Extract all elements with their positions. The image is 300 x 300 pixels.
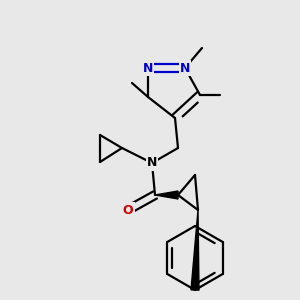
Text: O: O (123, 203, 133, 217)
Polygon shape (155, 191, 178, 199)
Polygon shape (191, 210, 199, 290)
Text: N: N (180, 61, 190, 74)
Text: N: N (147, 157, 157, 169)
Text: N: N (143, 61, 153, 74)
